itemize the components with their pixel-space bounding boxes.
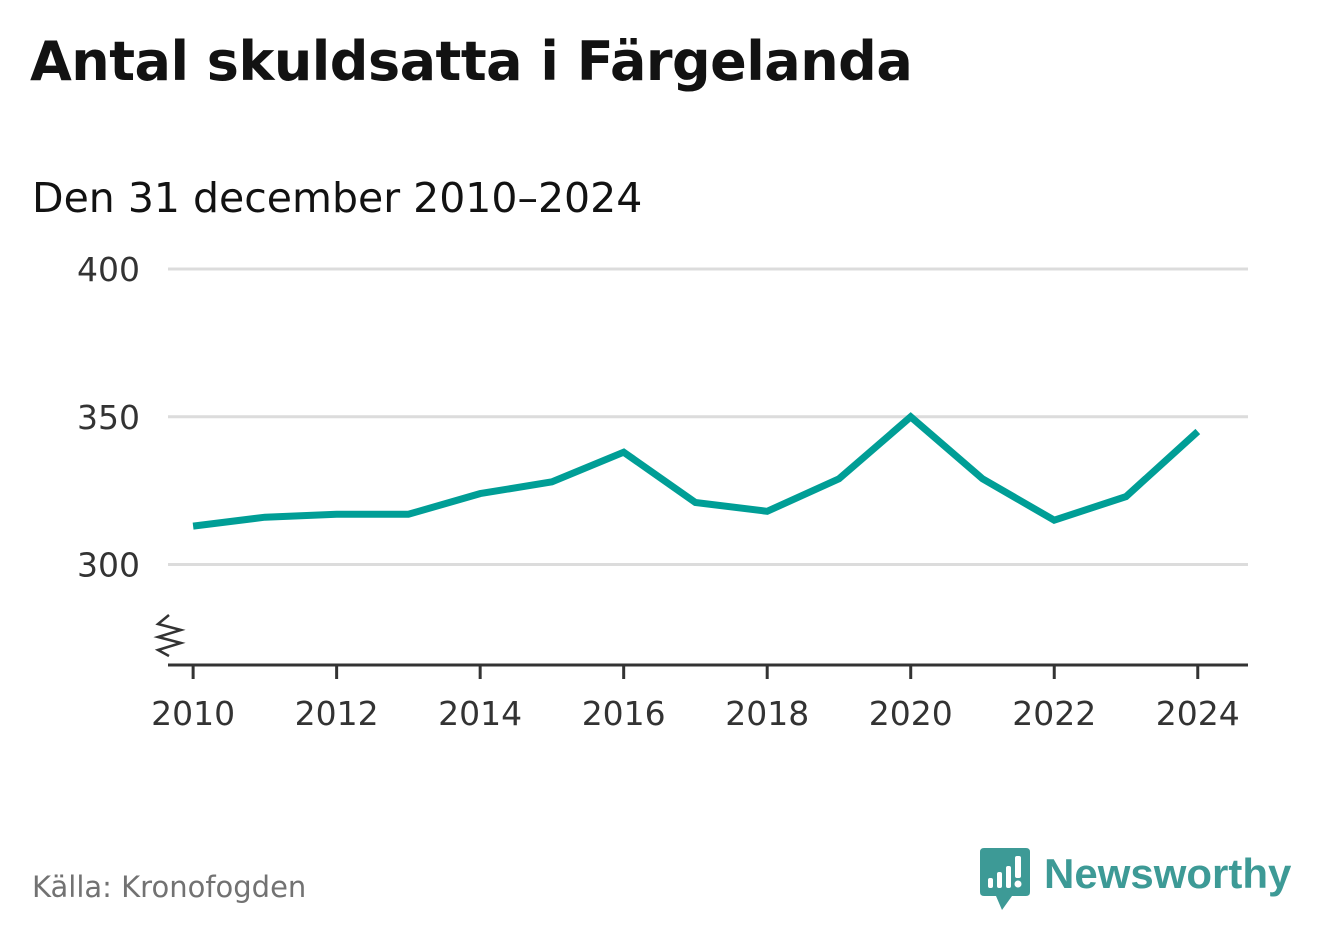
x-axis (168, 663, 1248, 679)
x-tick-label-2018: 2018 (725, 694, 809, 733)
series-line-0 (192, 412, 1201, 530)
newsworthy-logo-icon (980, 848, 1030, 910)
x-tick-label-2012: 2012 (295, 694, 379, 733)
x-tick-label-2024: 2024 (1156, 694, 1240, 733)
chart-subtitle: Den 31 december 2010–2024 (32, 174, 643, 222)
y-tick-label-350: 350 (77, 398, 140, 437)
y-tick-label-300: 300 (77, 546, 140, 585)
x-tick-label-2016: 2016 (582, 694, 666, 733)
newsworthy-logo: Newsworthy (980, 848, 1291, 912)
y-axis-tick-labels: 300 350 400 (77, 250, 140, 585)
chart-title: Antal skuldsatta i Färgelanda (30, 30, 913, 93)
x-tick-label-2022: 2022 (1012, 694, 1096, 733)
data-series (192, 412, 1201, 530)
x-tick-label-2014: 2014 (438, 694, 522, 733)
y-tick-label-400: 400 (77, 250, 140, 289)
x-tick-label-2010: 2010 (151, 694, 235, 733)
x-axis-tick-labels: 2010 2012 2014 2016 2018 2020 2022 2024 (151, 694, 1240, 733)
source-note: Källa: Kronofogden (32, 870, 307, 904)
brand-name: Newsworthy (1044, 850, 1292, 897)
x-tick-label-2020: 2020 (869, 694, 953, 733)
grid-lines (168, 267, 1248, 567)
axis-break-icon (153, 614, 186, 658)
